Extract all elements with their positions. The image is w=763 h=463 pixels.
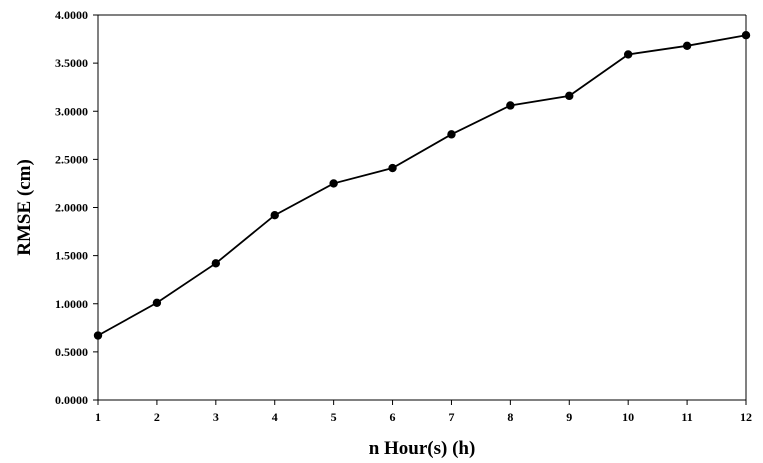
series-layer <box>93 31 751 340</box>
data-point <box>211 259 221 268</box>
y-tick-label: 4.0000 <box>55 8 88 22</box>
data-point <box>388 163 397 173</box>
y-tick-label: 2.5000 <box>55 152 88 166</box>
x-tick-label: 5 <box>331 410 337 424</box>
y-tick-label: 1.5000 <box>55 249 88 263</box>
data-point <box>447 130 456 139</box>
x-tick-label: 7 <box>448 410 454 424</box>
data-point <box>682 41 692 50</box>
y-tick-label: 0.5000 <box>55 345 88 359</box>
x-tick-label: 12 <box>740 410 752 424</box>
x-axis-ticks: 1 2 3 4 5 6 7 8 9 10 11 12 <box>95 400 752 424</box>
x-tick-label: 9 <box>566 410 572 424</box>
y-tick-label: 3.0000 <box>55 104 88 118</box>
x-axis-title: n Hour(s) (h) <box>369 438 476 459</box>
series-line <box>97 34 747 337</box>
x-tick-label: 1 <box>95 410 101 424</box>
data-point <box>623 50 633 59</box>
x-tick-label: 3 <box>213 410 219 424</box>
x-tick-label: 10 <box>622 410 634 424</box>
x-tick-label: 8 <box>507 410 513 424</box>
data-point <box>329 179 338 188</box>
x-tick-label: 4 <box>272 410 278 424</box>
data-point <box>93 331 103 340</box>
data-point <box>565 91 574 101</box>
y-axis-ticks: 0.0000 0.5000 1.0000 1.5000 2.0000 2.5000 3.00… <box>55 8 98 407</box>
x-tick-label: 6 <box>390 410 396 424</box>
x-tick-label: 2 <box>154 410 160 424</box>
y-tick-label: 3.5000 <box>55 56 88 70</box>
y-tick-label: 1.0000 <box>55 297 88 311</box>
y-axis-title: RMSE (cm) <box>14 159 35 256</box>
y-tick-label: 0.0000 <box>55 393 88 407</box>
data-point <box>741 31 751 40</box>
plot-frame <box>97 14 747 401</box>
x-tick-label: 11 <box>681 410 692 424</box>
y-tick-label: 2.0000 <box>55 201 88 215</box>
data-point <box>506 101 515 110</box>
data-point <box>152 298 162 307</box>
data-point <box>270 211 279 220</box>
